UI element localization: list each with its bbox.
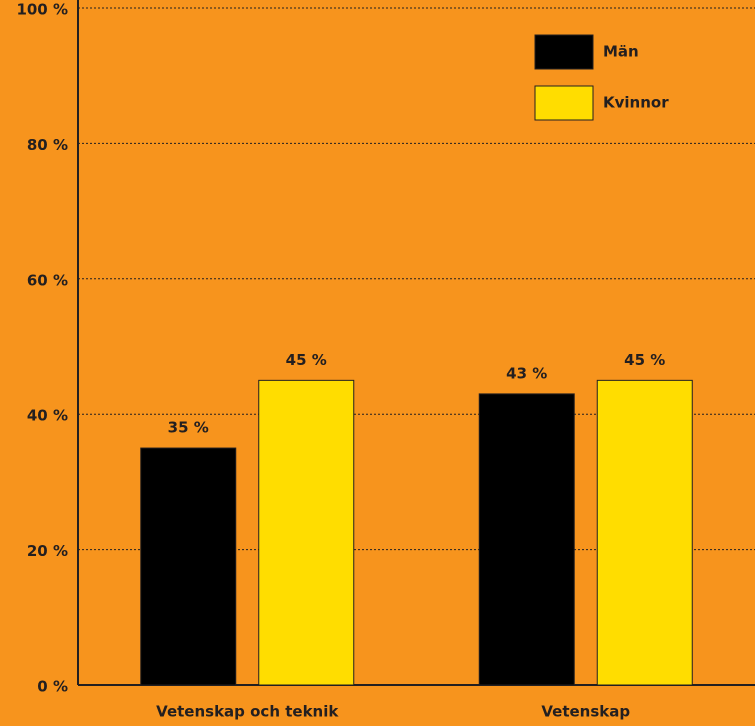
bar [140, 447, 237, 686]
legend-swatch [534, 34, 594, 70]
data-label: 45 % [624, 351, 665, 369]
data-label: 45 % [286, 351, 327, 369]
y-tick-label: 60 % [27, 271, 68, 289]
y-tick-label: 40 % [27, 407, 68, 425]
y-tick-label: 80 % [27, 136, 68, 154]
y-tick-label: 0 % [37, 678, 68, 696]
legend-swatch [534, 85, 594, 121]
x-tick-label: Vetenskap och teknik [156, 703, 339, 721]
data-label: 35 % [168, 419, 209, 437]
bar [596, 379, 693, 686]
y-tick-label: 20 % [27, 542, 68, 560]
y-tick-label: 100 % [16, 1, 68, 19]
bar [258, 379, 355, 686]
bar [478, 393, 575, 686]
data-label: 43 % [506, 364, 547, 382]
legend-label: Män [603, 43, 639, 61]
x-tick-label: Vetenskap [541, 703, 630, 721]
legend-label: Kvinnor [603, 94, 669, 112]
